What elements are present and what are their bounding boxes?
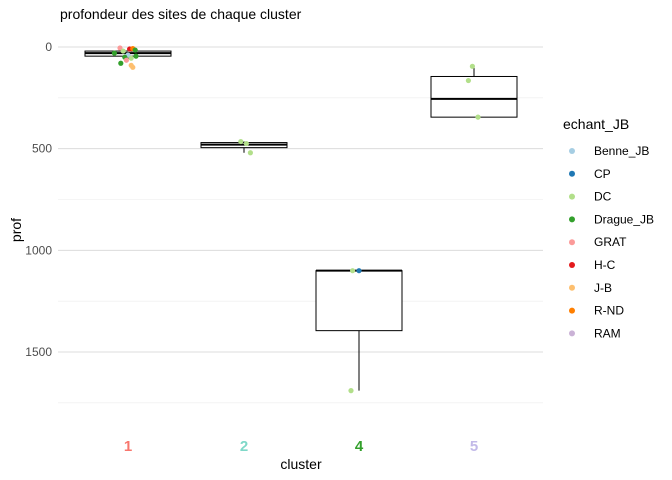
y-tick-labels: 0 500 1000 1500 — [25, 40, 52, 359]
legend-label: RAM — [594, 326, 621, 340]
data-point — [243, 140, 249, 147]
legend-label: GRAT — [594, 235, 627, 249]
y-tick-label: 1000 — [25, 243, 52, 257]
y-tick-label: 1500 — [25, 345, 52, 359]
box-body — [430, 75, 518, 118]
y-axis-title: prof — [8, 218, 24, 242]
x-tick-labels: 1 2 4 5 — [124, 438, 478, 455]
data-point — [118, 60, 124, 66]
legend-item: Benne_JB — [569, 144, 649, 158]
legend-label: J-B — [594, 281, 612, 295]
legend-label: R-ND — [594, 304, 624, 318]
data-point — [130, 64, 136, 70]
gridlines — [58, 46, 543, 404]
legend-item: R-ND — [569, 304, 624, 318]
legend-item: GRAT — [569, 235, 627, 249]
point-layer — [111, 45, 481, 394]
x-tick-label: 2 — [240, 438, 248, 455]
legend-key — [569, 262, 575, 268]
data-point — [469, 63, 475, 69]
legend-title: echant_JB — [563, 116, 629, 132]
box-cluster-2 — [200, 141, 288, 153]
legend-label: Benne_JB — [594, 144, 649, 158]
legend-item: J-B — [569, 281, 612, 295]
legend-key — [569, 307, 575, 314]
chart-title: profondeur des sites de chaque cluster — [60, 6, 302, 22]
legend-key — [569, 284, 575, 291]
x-tick-label: 5 — [470, 438, 478, 455]
legend-label: H-C — [594, 258, 616, 272]
data-point — [356, 268, 362, 274]
legend-item: CP — [569, 167, 611, 181]
legend-key — [569, 330, 575, 337]
legend-label: Drague_JB — [594, 212, 654, 226]
data-point — [133, 53, 139, 59]
box-cluster-5 — [430, 66, 518, 118]
legend-item: RAM — [569, 326, 621, 340]
data-point — [465, 77, 471, 84]
data-point — [123, 57, 129, 63]
legend-key — [569, 216, 575, 223]
legend-label: DC — [594, 190, 612, 204]
data-point — [475, 114, 481, 120]
x-axis-title: cluster — [280, 456, 322, 472]
x-tick-label: 1 — [124, 438, 132, 455]
box-body — [315, 270, 403, 332]
legend-key — [569, 239, 575, 246]
legend: echant_JB Benne_JB CP DC Drague_JB GRAT H-C J-… — [563, 116, 654, 340]
legend-label: CP — [594, 167, 611, 181]
data-point — [120, 48, 126, 54]
data-point — [348, 388, 354, 394]
legend-key — [569, 193, 575, 200]
legend-key — [569, 170, 575, 177]
legend-item: DC — [569, 190, 612, 204]
x-tick-label: 4 — [355, 438, 364, 455]
data-point — [238, 138, 244, 145]
data-point — [111, 50, 117, 56]
data-point — [132, 47, 138, 53]
y-tick-label: 500 — [32, 142, 52, 156]
legend-item: Drague_JB — [569, 212, 654, 226]
y-tick-label: 0 — [45, 40, 52, 54]
data-point — [350, 268, 356, 274]
legend-key — [569, 148, 575, 154]
data-point — [128, 55, 134, 61]
box-layer — [84, 48, 518, 391]
legend-item: H-C — [569, 258, 616, 272]
box-cluster-4 — [315, 269, 403, 391]
data-point — [247, 150, 253, 156]
